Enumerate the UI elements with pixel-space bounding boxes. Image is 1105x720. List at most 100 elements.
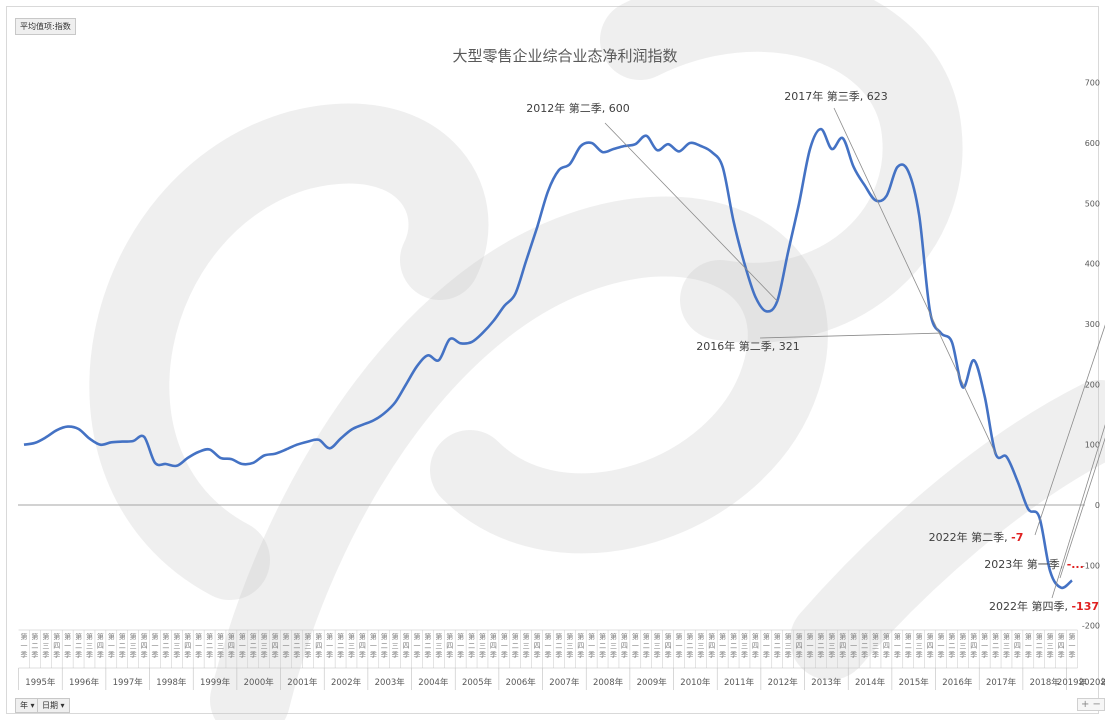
quarter-tick-label: 第三季 — [435, 632, 442, 659]
quarter-tick-label: 第一季 — [21, 632, 28, 659]
year-tick-label: 2020年 — [1079, 677, 1105, 688]
year-tick-label: 2021年 — [1101, 677, 1105, 688]
annotation-leader-line — [1051, 424, 1105, 599]
data-label: 2023年 第一季, -... — [984, 557, 1084, 571]
quarter-tick-label: 第二季 — [162, 632, 169, 659]
quarter-tick-label: 第三季 — [173, 632, 180, 659]
quarter-tick-label: 第二季 — [643, 632, 650, 659]
quarter-tick-label: 第四季 — [315, 632, 322, 659]
quarter-tick-label: 第一季 — [501, 632, 508, 659]
series-line — [23, 127, 1073, 590]
quarter-tick-label: 第一季 — [152, 632, 159, 659]
quarter-tick-label: 第二季 — [119, 632, 126, 659]
quarter-tick-label: 第四季 — [708, 632, 715, 659]
year-tick-label: 2013年 — [811, 677, 842, 688]
quarter-tick-label: 第二季 — [31, 632, 38, 659]
data-label: 2022年 第二季, -7 — [929, 530, 1024, 544]
y-tick-label: 500 — [1085, 199, 1100, 208]
year-tick-label: 2016年 — [942, 677, 973, 688]
quarter-tick-label: 第二季 — [555, 632, 562, 659]
quarter-tick-label: 第四季 — [883, 632, 890, 659]
quarter-tick-label: 第三季 — [654, 632, 661, 659]
quarter-tick-label: 第一季 — [326, 632, 333, 659]
quarter-tick-label: 第三季 — [566, 632, 573, 659]
quarter-tick-label: 第四季 — [796, 632, 803, 659]
chart-frame — [6, 6, 1099, 714]
quarter-tick-label: 第二季 — [817, 632, 824, 659]
value-field-button[interactable]: 平均值项:指数 — [15, 18, 76, 35]
quarter-tick-label: 第三季 — [261, 632, 268, 659]
annotation-leader-line — [1034, 324, 1105, 536]
year-tick-label: 2005年 — [462, 677, 493, 688]
quarter-tick-label: 第三季 — [610, 632, 617, 659]
y-tick-label: 100 — [1085, 441, 1100, 450]
year-tick-label: 1998年 — [156, 677, 187, 688]
annotation-leader-line — [833, 107, 996, 454]
date-field-button[interactable]: 日期 ▾ — [37, 698, 70, 713]
quarter-tick-label: 第四季 — [272, 632, 279, 659]
quarter-tick-label: 第三季 — [392, 632, 399, 659]
quarter-tick-label: 第一季 — [981, 632, 988, 659]
quarter-tick-label: 第三季 — [304, 632, 311, 659]
quarter-tick-label: 第四季 — [359, 632, 366, 659]
y-tick-label: 600 — [1085, 139, 1100, 148]
quarter-tick-label: 第一季 — [108, 632, 115, 659]
quarter-tick-label: 第二季 — [948, 632, 955, 659]
y-tick-label: 700 — [1085, 79, 1100, 88]
y-tick-label: -200 — [1082, 622, 1100, 631]
y-tick-label: -100 — [1082, 561, 1100, 570]
quarter-tick-label: 第二季 — [730, 632, 737, 659]
quarter-tick-label: 第四季 — [665, 632, 672, 659]
quarter-tick-label: 第四季 — [446, 632, 453, 659]
quarter-tick-label: 第三季 — [348, 632, 355, 659]
year-field-button[interactable]: 年 ▾ — [15, 698, 40, 713]
x-axis: 第一季第二季第三季第四季第一季第二季第三季第四季第一季第二季第三季第四季第一季第… — [18, 629, 1105, 690]
annotation-leader-line — [759, 332, 942, 339]
quarter-tick-label: 第一季 — [195, 632, 202, 659]
annotation-leader-line — [604, 122, 778, 302]
quarter-tick-label: 第二季 — [1036, 632, 1043, 659]
quarter-tick-label: 第二季 — [992, 632, 999, 659]
year-tick-label: 2000年 — [244, 677, 275, 688]
year-tick-label: 2002年 — [331, 677, 362, 688]
quarter-tick-label: 第四季 — [141, 632, 148, 659]
quarter-tick-label: 第四季 — [577, 632, 584, 659]
quarter-tick-label: 第二季 — [75, 632, 82, 659]
quarter-tick-label: 第二季 — [599, 632, 606, 659]
quarter-tick-label: 第一季 — [1025, 632, 1032, 659]
year-tick-label: 2015年 — [899, 677, 930, 688]
quarter-tick-label: 第一季 — [807, 632, 814, 659]
quarter-tick-label: 第二季 — [512, 632, 519, 659]
quarter-tick-label: 第四季 — [970, 632, 977, 659]
annotation-leader-line — [1059, 437, 1105, 579]
y-tick-label: 0 — [1095, 501, 1100, 510]
quarter-tick-label: 第二季 — [337, 632, 344, 659]
quarter-tick-label: 第二季 — [424, 632, 431, 659]
quarter-tick-label: 第一季 — [457, 632, 464, 659]
quarter-tick-label: 第二季 — [468, 632, 475, 659]
year-tick-label: 2010年 — [680, 677, 711, 688]
quarter-tick-label: 第四季 — [1058, 632, 1065, 659]
year-tick-label: 2004年 — [418, 677, 449, 688]
quarter-tick-label: 第三季 — [130, 632, 137, 659]
quarter-tick-label: 第四季 — [1014, 632, 1021, 659]
zoom-buttons[interactable]: + − — [1077, 698, 1105, 711]
data-label: 2012年 第二季, 600 — [526, 101, 629, 115]
quarter-tick-label: 第一季 — [719, 632, 726, 659]
quarter-tick-label: 第四季 — [752, 632, 759, 659]
quarter-tick-label: 第一季 — [1069, 632, 1076, 659]
year-tick-label: 2017年 — [986, 677, 1017, 688]
year-tick-label: 2019年 — [1057, 677, 1088, 688]
quarter-tick-label: 第三季 — [741, 632, 748, 659]
quarter-tick-label: 第一季 — [894, 632, 901, 659]
quarter-tick-label: 第四季 — [534, 632, 541, 659]
quarter-tick-label: 第四季 — [184, 632, 191, 659]
y-tick-label: 200 — [1085, 380, 1100, 389]
quarter-tick-label: 第二季 — [381, 632, 388, 659]
quarter-tick-label: 第三季 — [1003, 632, 1010, 659]
year-tick-label: 1999年 — [200, 677, 231, 688]
quarter-tick-label: 第三季 — [959, 632, 966, 659]
year-tick-label: 1996年 — [69, 677, 100, 688]
